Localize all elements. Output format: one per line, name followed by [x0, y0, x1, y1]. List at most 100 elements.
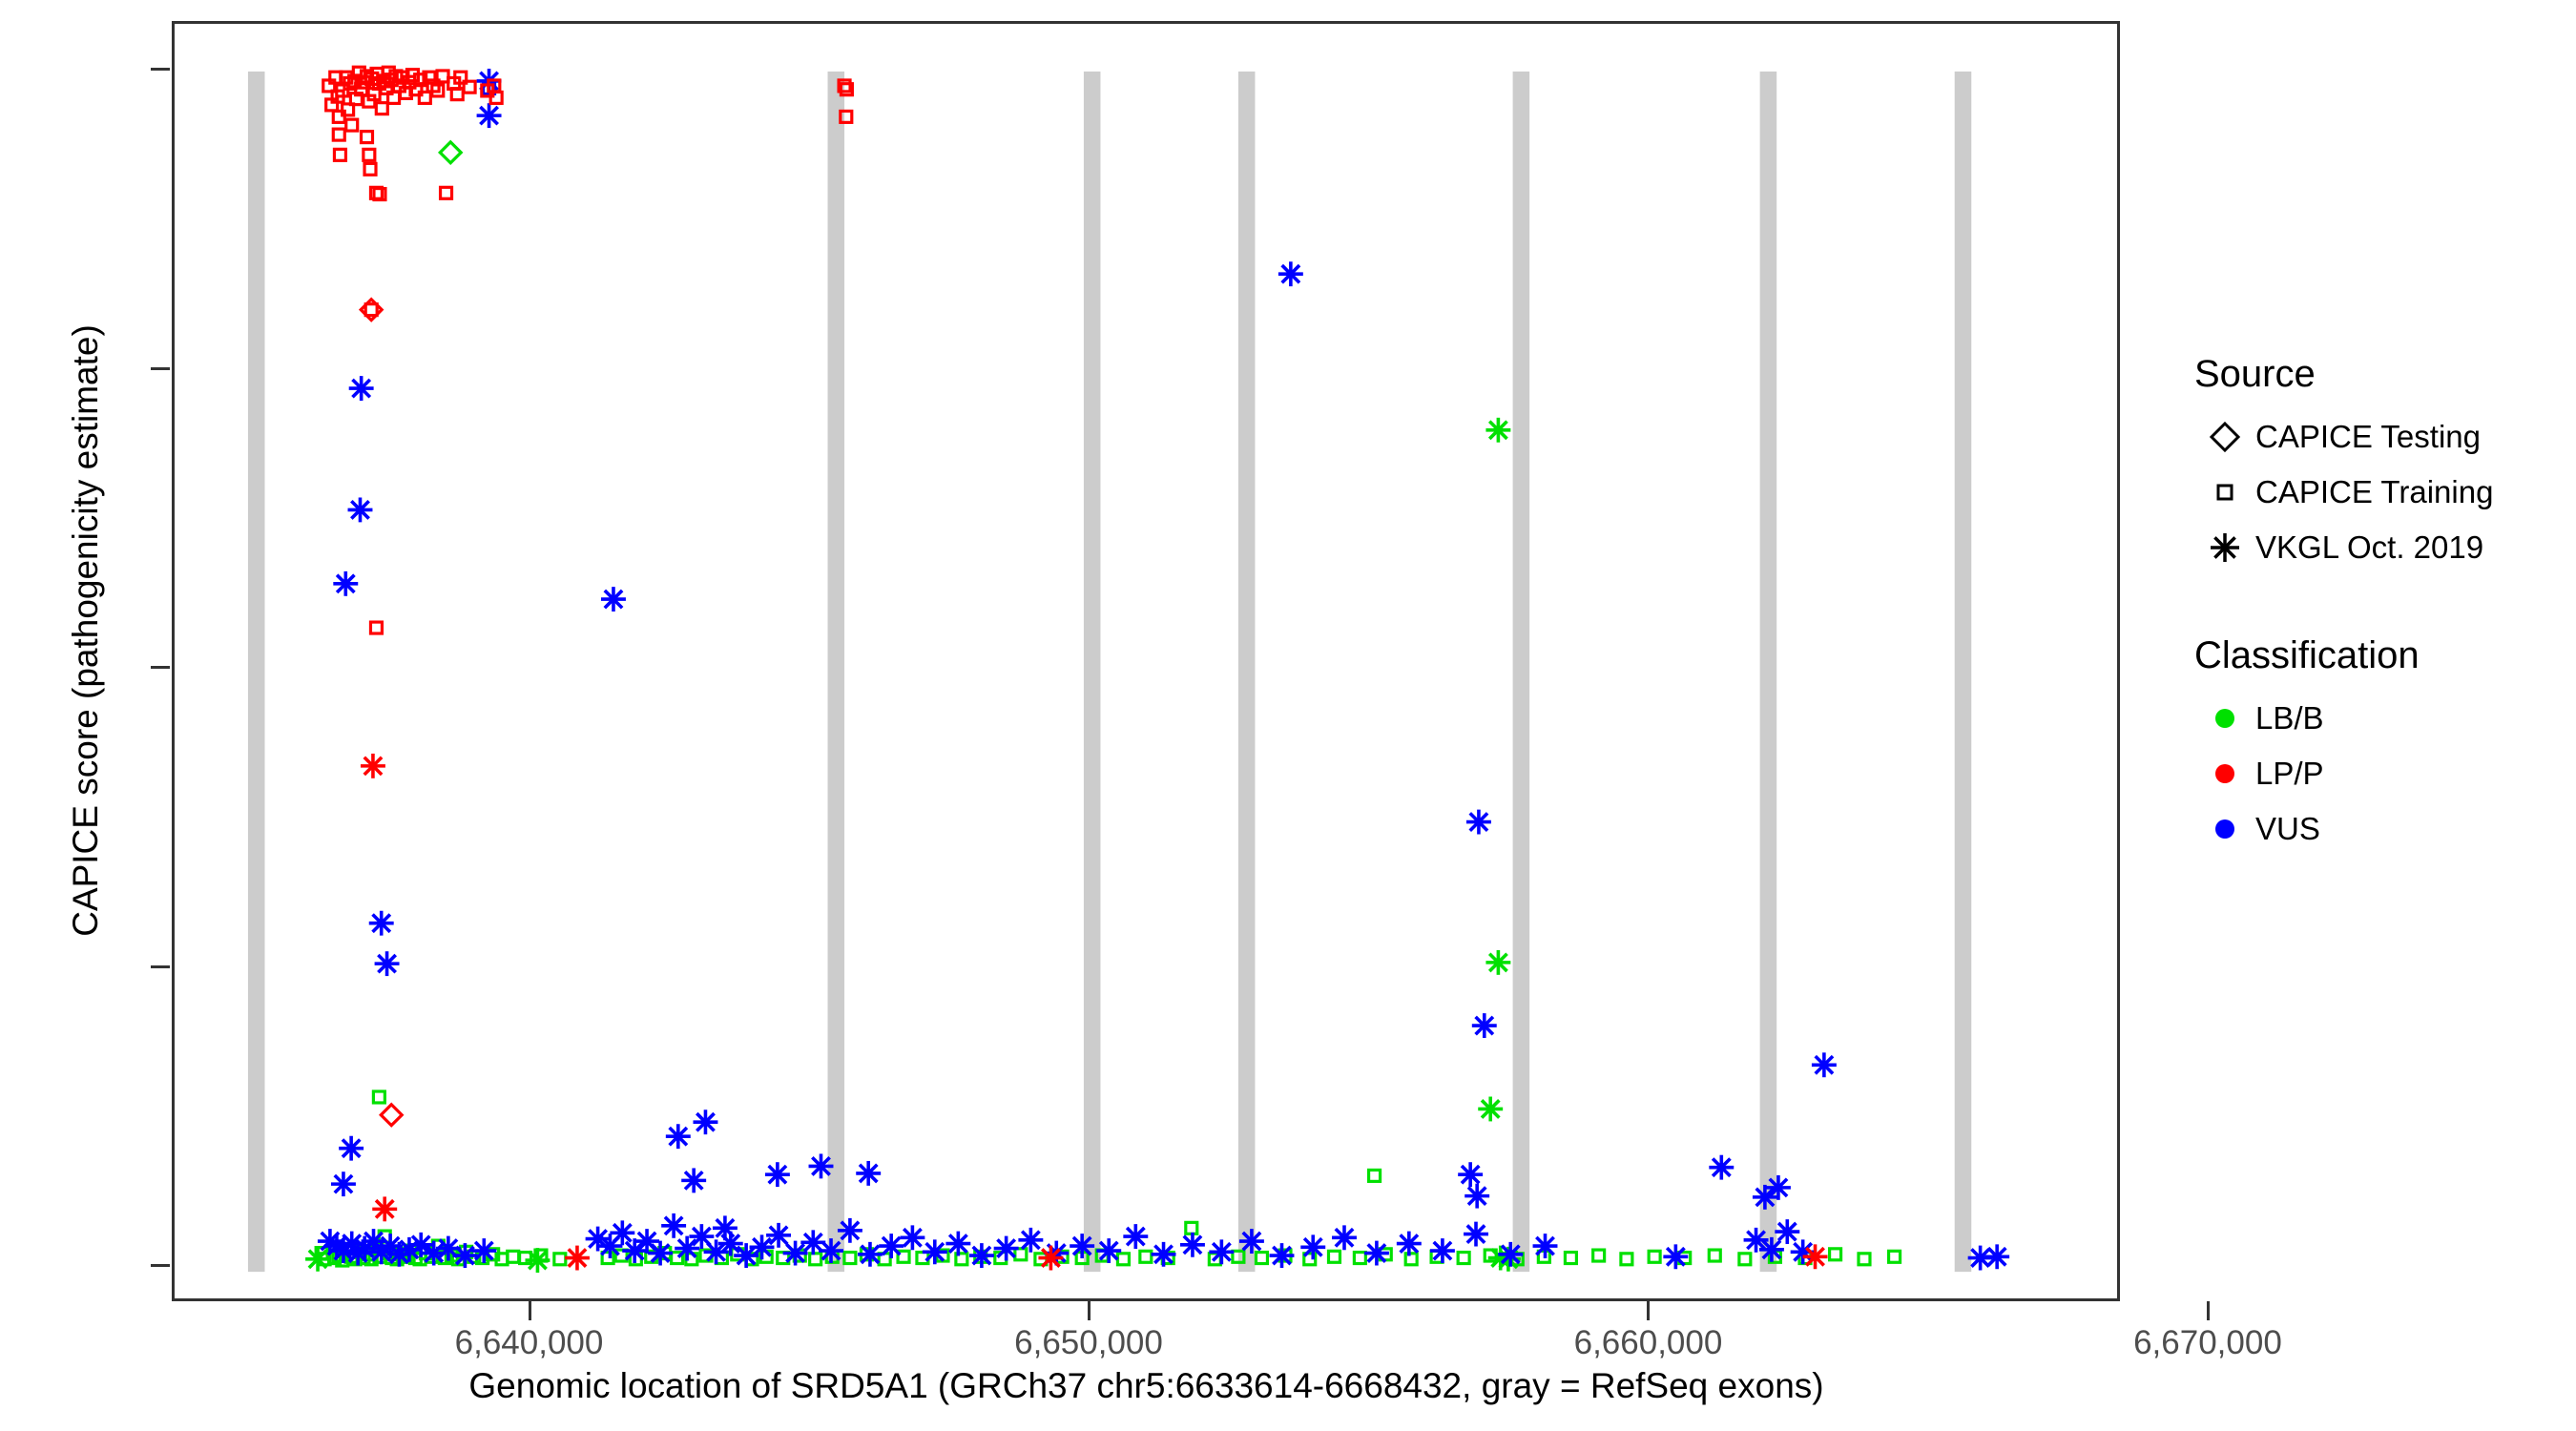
data-point [610, 1220, 635, 1246]
data-point [452, 1243, 478, 1268]
data-point [1179, 1232, 1205, 1257]
legend-group-source: Source CAPICE Testing CAPICE Training VKGL … [2194, 353, 2576, 575]
legend-item-lb-b[interactable]: LB/B [2194, 691, 2576, 746]
legend-item-label: CAPICE Training [2255, 474, 2494, 509]
data-point [1363, 1240, 1389, 1266]
legend-item-lp-p[interactable]: LP/P [2194, 746, 2576, 801]
series-capice-training-lp-p [322, 65, 854, 635]
data-point [689, 1224, 715, 1250]
legend-item-capice-training[interactable]: CAPICE Training [2194, 465, 2576, 520]
data-point [800, 1230, 826, 1255]
y-tick-mark [151, 1264, 170, 1268]
y-axis-title: CAPICE score (pathogenicity estimate) [66, 324, 105, 937]
data-point [348, 376, 374, 402]
x-tick-label: 6,670,000 [2133, 1324, 2282, 1361]
legend-item-label: CAPICE Testing [2255, 419, 2481, 454]
series-capice-testing-lb-b [437, 139, 464, 166]
exon-bar [1083, 71, 1101, 1273]
data-point [1352, 1250, 1367, 1266]
series-vkgl-oct--2019-lb-b [305, 417, 1521, 1273]
data-point [422, 70, 437, 85]
data-point [1403, 1252, 1419, 1267]
data-point [364, 302, 379, 318]
data-point [693, 1110, 718, 1135]
data-point [842, 1250, 858, 1266]
data-point [517, 1250, 533, 1266]
data-point [648, 1240, 674, 1266]
data-point [717, 1231, 743, 1256]
legend-title: Source [2194, 353, 2316, 395]
data-point [1366, 1168, 1382, 1183]
data-point [1151, 1241, 1176, 1267]
legend-item-capice-testing[interactable]: CAPICE Testing [2194, 409, 2576, 465]
data-point [1096, 1238, 1122, 1263]
data-point [1231, 1249, 1246, 1264]
legend-item-vkgl-oct--2019[interactable]: VKGL Oct. 2019 [2194, 520, 2576, 575]
data-point [764, 1162, 790, 1188]
series-vkgl-oct--2019-vus [317, 68, 2010, 1271]
data-point [1184, 1220, 1199, 1235]
data-point [1038, 1245, 1064, 1271]
circle-icon [2194, 805, 2255, 853]
circle-icon [2194, 750, 2255, 798]
data-point [1498, 1241, 1524, 1267]
data-point [1707, 1248, 1722, 1263]
data-point [1254, 1250, 1270, 1266]
data-point [305, 1246, 331, 1272]
legend-item-label: LB/B [2255, 700, 2324, 736]
data-point [665, 1124, 691, 1150]
data-point [749, 1234, 775, 1260]
data-point [1396, 1231, 1422, 1256]
exon-bar [827, 71, 845, 1273]
square-icon [2194, 468, 2255, 516]
data-point [331, 127, 346, 142]
y-tick-mark [151, 68, 170, 72]
data-point [896, 1249, 911, 1264]
data-point [1209, 1239, 1235, 1265]
x-tick-mark [1647, 1301, 1651, 1320]
data-point [1802, 1244, 1828, 1270]
legend-item-label: VUS [2255, 811, 2320, 846]
legend-item-vus[interactable]: VUS [2194, 801, 2576, 857]
data-point [1811, 1052, 1837, 1078]
data-point [1758, 1236, 1784, 1262]
data-point [372, 1196, 398, 1222]
data-point [363, 161, 378, 176]
exon-bar [1954, 71, 1972, 1273]
data-point [1619, 1252, 1634, 1267]
legend: Source CAPICE Testing CAPICE Training VKGL … [2194, 353, 2576, 916]
exon-bar [1512, 71, 1530, 1273]
data-point [374, 951, 400, 977]
data-point [1326, 1249, 1342, 1264]
data-point [1465, 1183, 1490, 1209]
x-tick-label: 6,650,000 [1014, 1324, 1163, 1361]
data-point [1737, 1252, 1753, 1267]
series-vkgl-oct--2019-lp-p [360, 753, 1828, 1271]
data-point [362, 147, 377, 162]
data-point [437, 139, 464, 166]
x-tick-label: 6,640,000 [454, 1324, 604, 1361]
data-point [613, 1248, 629, 1263]
data-point [368, 910, 394, 936]
data-point [1532, 1234, 1558, 1259]
exon-bar [247, 71, 265, 1273]
plot-panel [172, 21, 2120, 1301]
data-point [408, 1232, 434, 1257]
legend-item-label: VKGL Oct. 2019 [2255, 529, 2484, 565]
data-point [1115, 1252, 1132, 1267]
asterisk-icon [2194, 524, 2255, 571]
exon-bar [1759, 71, 1777, 1273]
data-point [339, 1135, 364, 1161]
diamond-icon [2194, 413, 2255, 461]
data-point [856, 1160, 882, 1186]
data-point [1886, 1249, 1902, 1264]
data-point [1471, 1013, 1497, 1039]
data-point [1857, 1252, 1872, 1267]
data-point [839, 109, 854, 124]
data-point [359, 130, 375, 145]
y-tick-mark [151, 666, 170, 670]
data-point [1709, 1154, 1735, 1180]
data-point [1563, 1250, 1578, 1266]
circle-icon [2194, 695, 2255, 742]
data-point [438, 185, 454, 200]
